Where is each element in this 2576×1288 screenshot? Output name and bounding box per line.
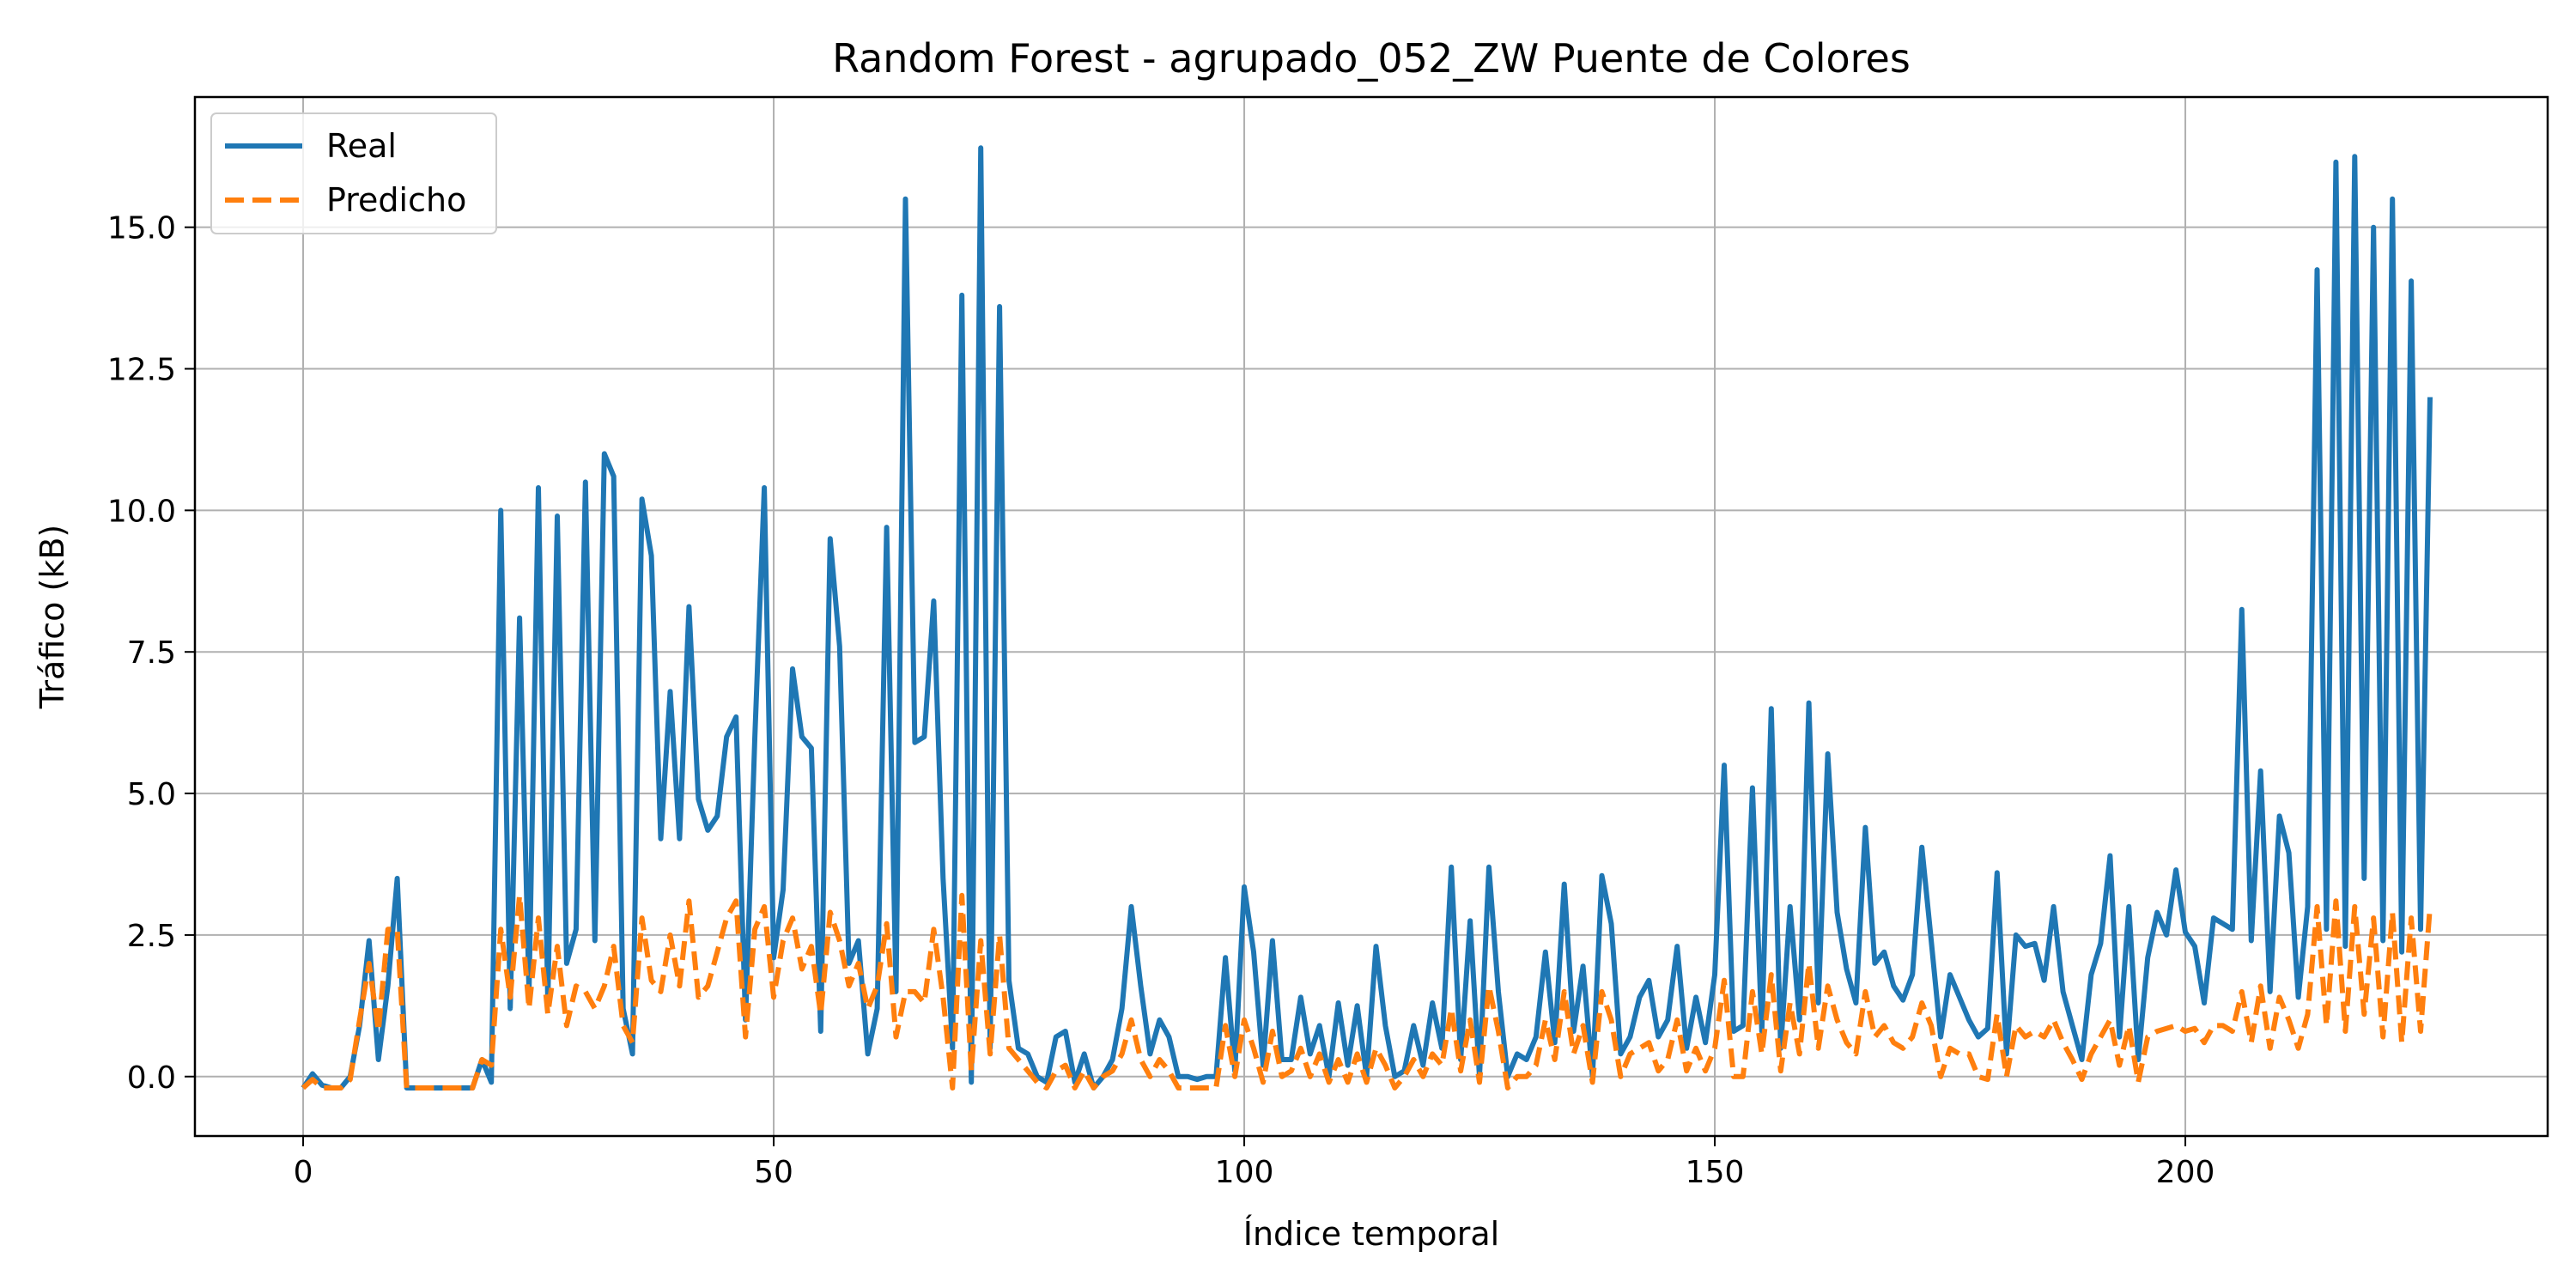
legend-label-real: Real	[326, 127, 397, 165]
x-tick-label: 150	[1686, 1155, 1745, 1190]
chart-title: Random Forest - agrupado_052_ZW Puente d…	[832, 35, 1911, 82]
y-tick-label: 2.5	[127, 919, 176, 954]
series-group	[301, 145, 2433, 1091]
x-tick-label: 100	[1215, 1155, 1274, 1190]
grid-lines	[195, 97, 2548, 1136]
y-tick-label: 5.0	[127, 777, 176, 812]
axis-ticks: 0 50 100 150 200 0.0 2.5 5.0 7.5 10.0 12.5 15.0	[107, 211, 2215, 1190]
y-tick-label: 12.5	[107, 353, 176, 388]
x-tick-label: 0	[294, 1155, 313, 1190]
plot-frame	[193, 95, 2549, 1138]
y-axis-label: Tráfico (kB)	[33, 525, 71, 709]
y-tick-label: 0.0	[127, 1060, 176, 1096]
series-line-predicho	[301, 892, 2433, 1091]
y-tick-label: 15.0	[107, 211, 176, 246]
y-tick-label: 10.0	[107, 494, 176, 529]
x-axis-label: Índice temporal	[1243, 1215, 1499, 1253]
x-tick-label: 50	[754, 1155, 793, 1190]
x-tick-label: 200	[2156, 1155, 2215, 1190]
y-tick-label: 7.5	[127, 635, 176, 671]
legend-label-predicho: Predicho	[326, 181, 466, 219]
legend: Real Predicho	[210, 112, 497, 234]
